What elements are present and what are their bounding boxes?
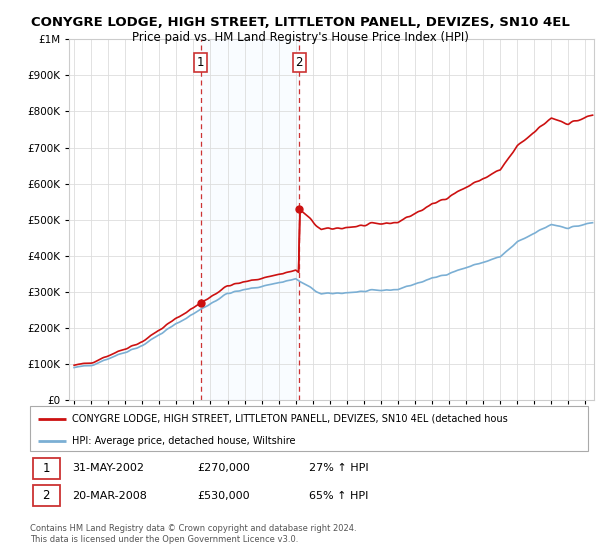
Text: 1: 1 <box>43 461 50 475</box>
Text: CONYGRE LODGE, HIGH STREET, LITTLETON PANELL, DEVIZES, SN10 4EL (detached hous: CONYGRE LODGE, HIGH STREET, LITTLETON PA… <box>72 413 508 423</box>
Text: £270,000: £270,000 <box>197 463 250 473</box>
Text: 27% ↑ HPI: 27% ↑ HPI <box>309 463 368 473</box>
FancyBboxPatch shape <box>33 485 59 506</box>
Text: 2: 2 <box>43 489 50 502</box>
Text: CONYGRE LODGE, HIGH STREET, LITTLETON PANELL, DEVIZES, SN10 4EL: CONYGRE LODGE, HIGH STREET, LITTLETON PA… <box>31 16 569 29</box>
Text: 65% ↑ HPI: 65% ↑ HPI <box>309 491 368 501</box>
Text: Price paid vs. HM Land Registry's House Price Index (HPI): Price paid vs. HM Land Registry's House … <box>131 31 469 44</box>
Text: This data is licensed under the Open Government Licence v3.0.: This data is licensed under the Open Gov… <box>30 535 298 544</box>
FancyBboxPatch shape <box>33 458 59 479</box>
Text: HPI: Average price, detached house, Wiltshire: HPI: Average price, detached house, Wilt… <box>72 436 295 446</box>
Text: 20-MAR-2008: 20-MAR-2008 <box>72 491 147 501</box>
Bar <box>200 39 299 400</box>
Text: 1: 1 <box>197 56 204 69</box>
Text: Contains HM Land Registry data © Crown copyright and database right 2024.: Contains HM Land Registry data © Crown c… <box>30 524 356 533</box>
Text: 2: 2 <box>295 56 303 69</box>
Text: 31-MAY-2002: 31-MAY-2002 <box>72 463 144 473</box>
Text: £530,000: £530,000 <box>197 491 250 501</box>
